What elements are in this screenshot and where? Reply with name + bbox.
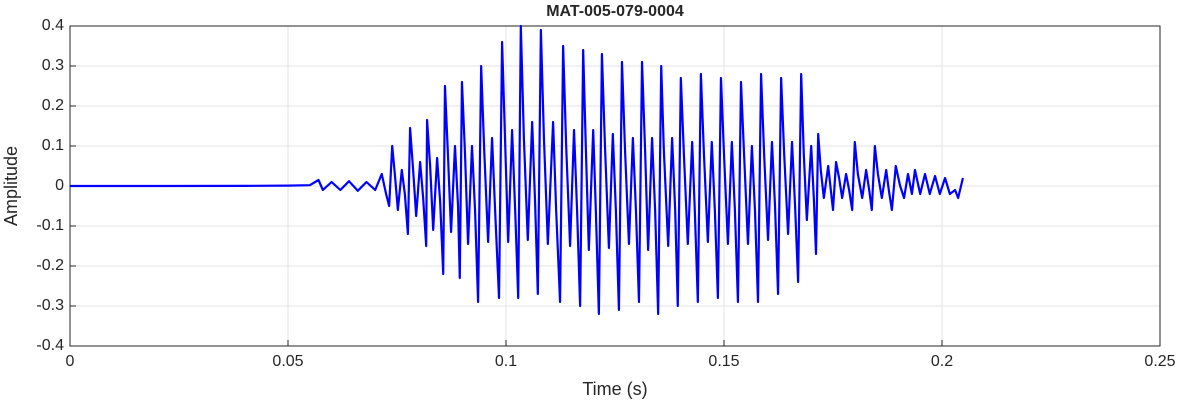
chart-title: MAT-005-079-0004: [546, 3, 684, 20]
x-tick-label: 0.2: [931, 353, 953, 370]
y-tick-label: 0: [55, 177, 64, 194]
x-tick-label: 0.15: [708, 353, 739, 370]
x-tick-label: 0: [66, 353, 75, 370]
x-tick-label: 0.05: [272, 353, 303, 370]
x-tick-label: 0.1: [495, 353, 517, 370]
y-tick-label: 0.2: [42, 97, 64, 114]
x-tick-label: 0.25: [1144, 353, 1175, 370]
y-tick-label: -0.1: [36, 217, 64, 234]
y-tick-label: -0.3: [36, 297, 64, 314]
waveform-line: [70, 24, 964, 316]
y-tick-label: -0.4: [36, 337, 64, 354]
y-tick-label: 0.1: [42, 137, 64, 154]
y-tick-label: -0.2: [36, 257, 64, 274]
y-tick-label: 0.4: [42, 17, 64, 34]
y-axis-label: Amplitude: [1, 146, 21, 226]
x-axis-label: Time (s): [582, 379, 647, 399]
y-tick-label: 0.3: [42, 57, 64, 74]
